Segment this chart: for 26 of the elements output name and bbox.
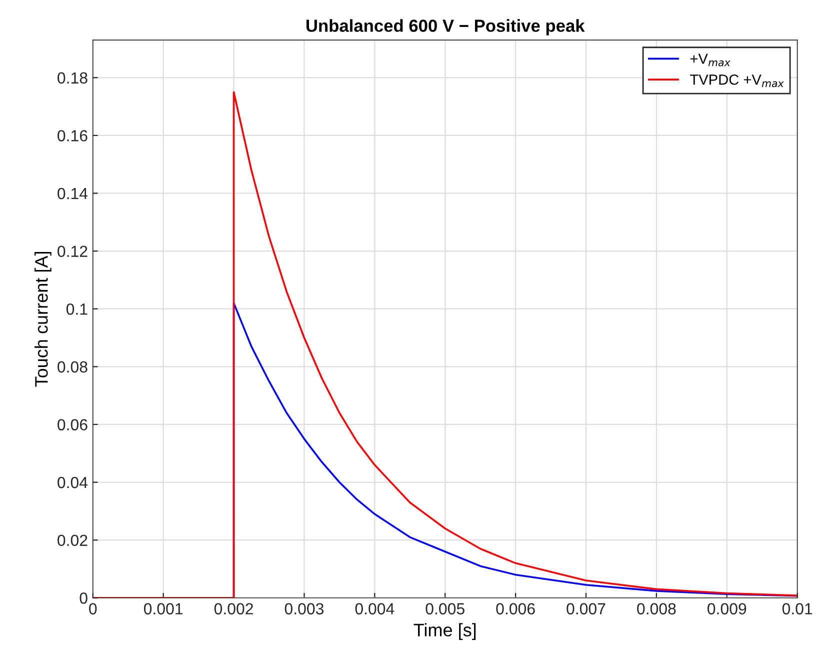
x-tick-label: 0.004 (355, 603, 394, 614)
x-tick-label: 0.005 (426, 603, 464, 614)
x-tick-label: 0 (89, 603, 97, 614)
y-tick-label: 0.08 (58, 361, 88, 373)
y-tick-label: 0.18 (58, 72, 88, 84)
x-tick-label: 0.002 (214, 603, 253, 614)
y-tick-label: 0.06 (58, 419, 88, 430)
x-axis-title: Time [s] (414, 623, 476, 640)
y-tick-label: 0.1 (66, 303, 88, 315)
legend-label: +V$_{max}$ (690, 54, 730, 66)
x-tick-label: 0.007 (566, 603, 606, 614)
x-tick-label: 0.009 (708, 603, 746, 614)
x-tick-label: 0.008 (637, 603, 676, 614)
y-tick-label: 0.02 (58, 534, 88, 546)
x-tick-label: 0.003 (284, 603, 324, 614)
y-tick-label: 0.12 (58, 246, 88, 257)
x-tick-label: 0.001 (144, 603, 183, 614)
y-tick-label: 0 (80, 592, 88, 604)
legend-label: TVPDC +V$_{max}$ (690, 74, 784, 88)
x-tick-label: 0.01 (782, 603, 812, 614)
chart-title: Unbalanced 600 V − Positive peak (306, 19, 585, 36)
y-axis-title: Touch current [A] (34, 252, 52, 387)
y-tick-label: 0.04 (58, 476, 88, 488)
x-tick-label: 0.006 (496, 603, 535, 614)
y-tick-label: 0.14 (58, 188, 88, 200)
y-tick-label: 0.16 (58, 130, 88, 142)
